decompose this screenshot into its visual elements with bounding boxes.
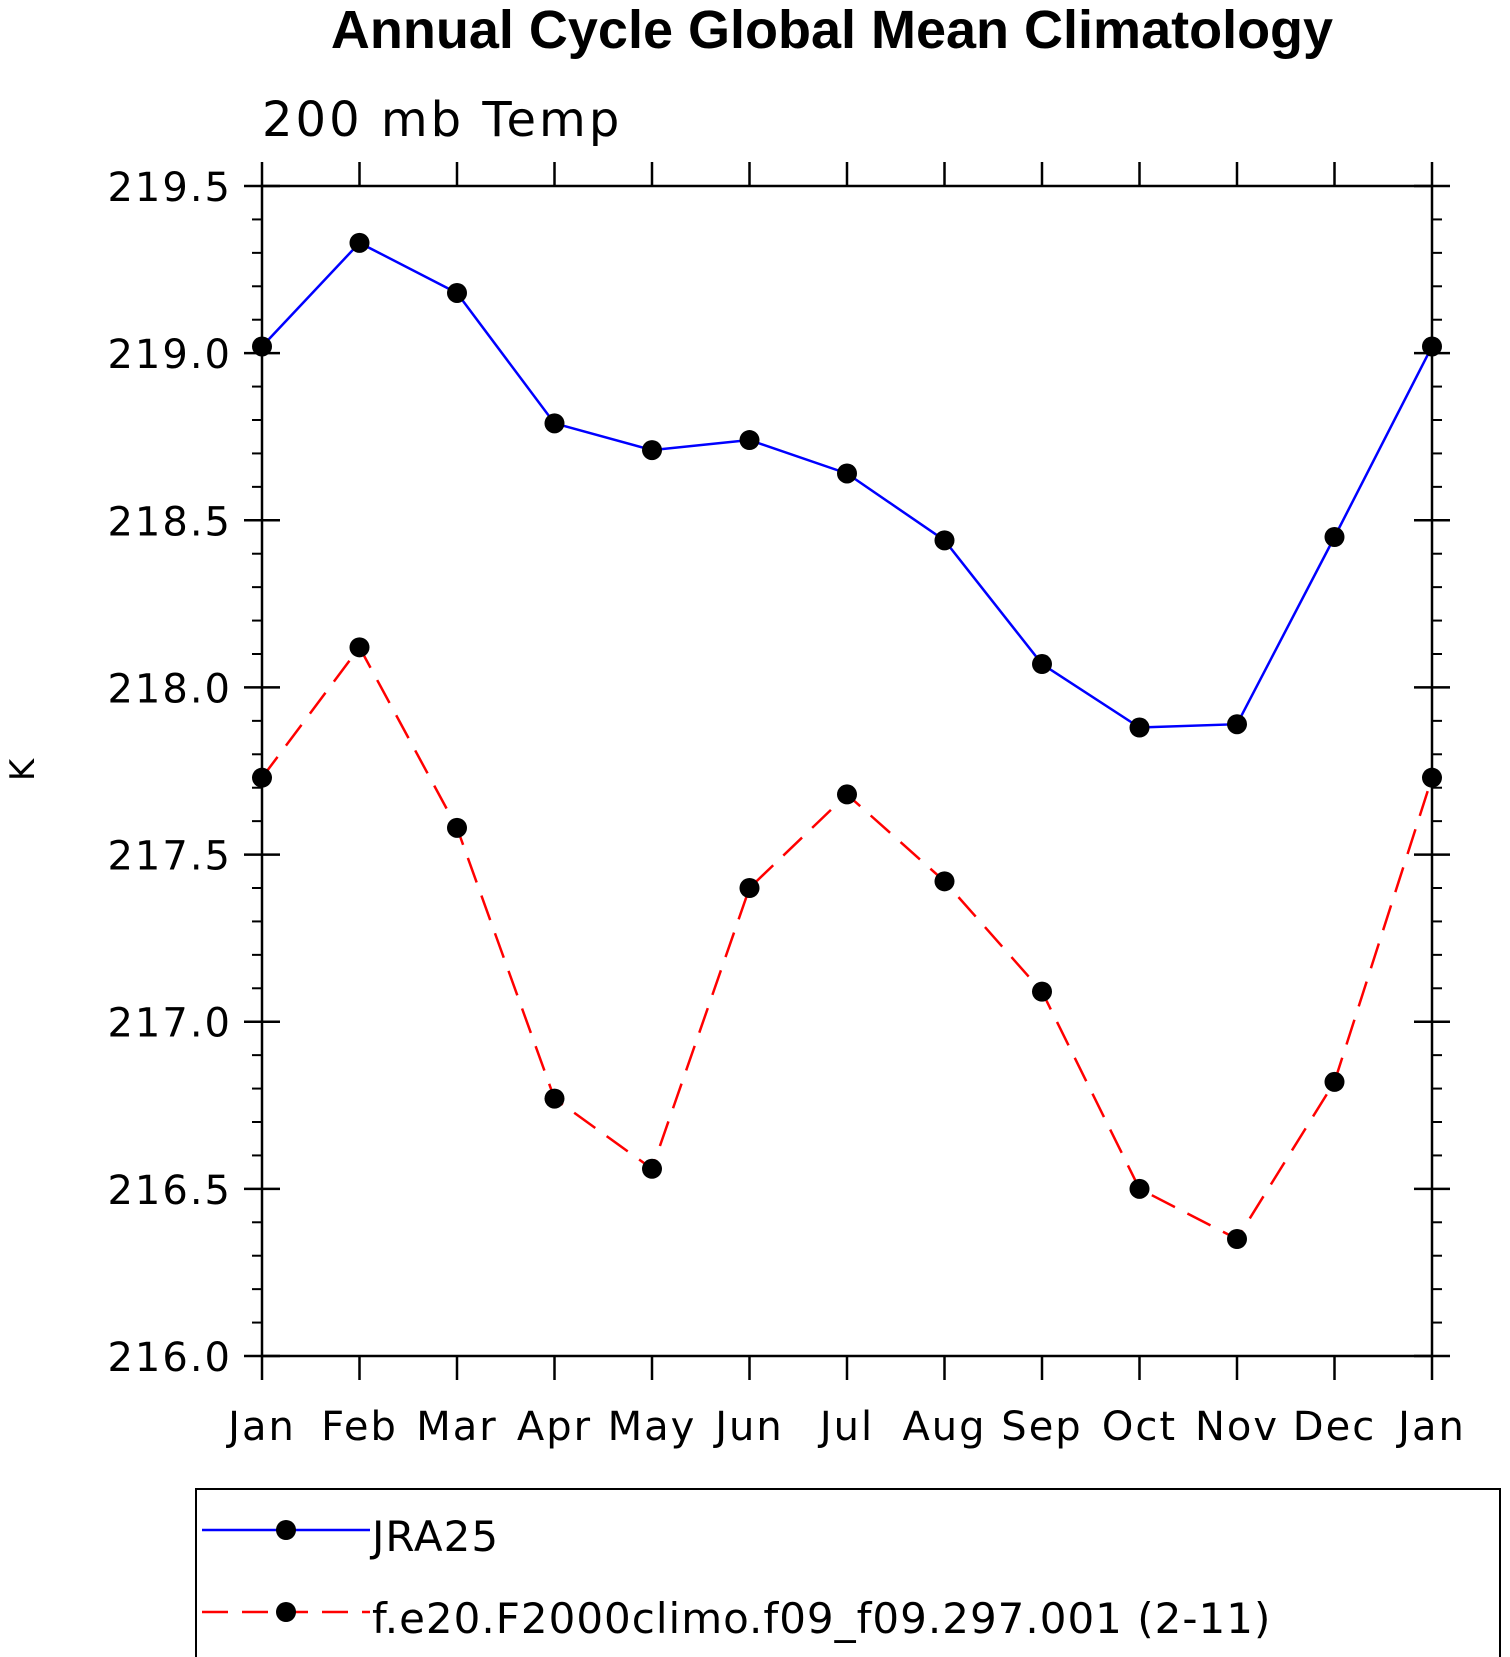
data-point-s1-11 — [1324, 1071, 1345, 1092]
data-point-s1-9 — [1129, 1178, 1150, 1199]
data-point-s1-1 — [349, 637, 370, 658]
y-tick-label: 219.5 — [107, 165, 232, 211]
data-point-s0-10 — [1227, 714, 1247, 735]
x-tick-label: Jan — [1395, 1404, 1466, 1450]
legend-label-jra25: JRA25 — [369, 1512, 499, 1561]
data-point-s0-7 — [934, 530, 955, 551]
data-point-s1-6 — [837, 784, 857, 805]
y-tick-label: 216.0 — [107, 1335, 232, 1381]
x-tick-label: Oct — [1102, 1404, 1177, 1450]
legend-marker-1 — [276, 1602, 296, 1622]
legend-entry-model — [202, 1602, 370, 1622]
x-tick-label: Nov — [1195, 1404, 1279, 1450]
x-tick-label: Sep — [1001, 1404, 1082, 1450]
y-tick-label: 218.5 — [107, 499, 232, 545]
data-point-s0-11 — [1324, 527, 1345, 547]
x-tick-label: Jan — [225, 1404, 296, 1450]
data-point-s1-5 — [739, 878, 760, 898]
x-tick-label: Aug — [902, 1404, 986, 1450]
chart-title: Annual Cycle Global Mean Climatology — [331, 0, 1333, 60]
x-tick-label: Jul — [817, 1404, 874, 1450]
data-point-s0-4 — [642, 440, 662, 461]
data-point-s1-2 — [447, 817, 467, 838]
legend-label-model: f.e20.F2000climo.f09_f09.297.001 (2-11) — [372, 1594, 1271, 1643]
data-point-s0-6 — [837, 463, 857, 484]
y-tick-label: 217.5 — [107, 834, 232, 880]
legend-box — [195, 1488, 1501, 1657]
data-point-s0-8 — [1032, 654, 1052, 675]
data-point-s0-5 — [739, 430, 760, 451]
x-tick-label: Jun — [712, 1404, 784, 1450]
y-tick-label: 219.0 — [107, 332, 232, 378]
chart-subtitle: 200 mb Temp — [262, 92, 622, 148]
data-point-s1-3 — [544, 1088, 565, 1109]
legend: JRA25 f.e20.F2000climo.f09_f09.297.001 (… — [195, 1488, 1501, 1657]
x-tick-label: May — [608, 1404, 697, 1450]
data-point-s0-2 — [447, 282, 467, 303]
data-point-s1-8 — [1032, 981, 1052, 1002]
x-tick-label: Feb — [321, 1404, 398, 1450]
y-tick-label: 218.0 — [107, 666, 232, 712]
x-tick-label: Mar — [416, 1404, 497, 1450]
legend-entry-jra25 — [202, 1520, 370, 1540]
data-point-s1-4 — [642, 1158, 662, 1179]
x-tick-label: Dec — [1293, 1404, 1376, 1450]
data-point-s0-9 — [1129, 717, 1150, 738]
data-point-s0-3 — [544, 413, 565, 434]
y-tick-label: 216.5 — [107, 1168, 232, 1214]
y-axis-label: K — [3, 757, 43, 781]
axis-ticks: 216.0 216.5 217.0 217.5 218.0 218.5 219.0 219.5… — [107, 162, 1466, 1450]
y-tick-label: 217.0 — [107, 1001, 232, 1047]
series-line-1 — [260, 644, 1434, 1241]
plot-series — [252, 232, 1442, 1249]
data-point-s1-10 — [1227, 1229, 1247, 1249]
data-point-s0-1 — [349, 232, 370, 253]
x-tick-label: Apr — [517, 1404, 592, 1450]
data-point-s1-7 — [934, 871, 955, 892]
series-line-0 — [261, 241, 1434, 729]
plot-frame — [260, 184, 1434, 1358]
legend-marker-0 — [276, 1520, 296, 1540]
